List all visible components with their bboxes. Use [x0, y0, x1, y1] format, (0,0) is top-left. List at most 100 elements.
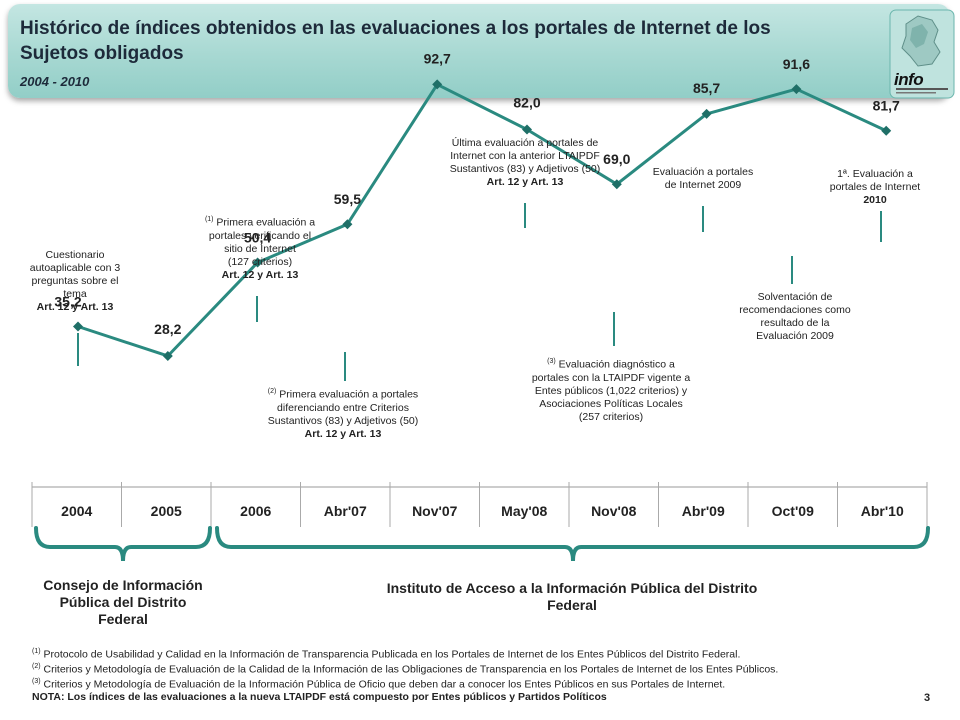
annotation-primera-evaluacion: (1) Primera evaluación a portales verifi…	[180, 213, 340, 282]
data-value-label: 69,0	[603, 151, 630, 167]
series-marker-group	[73, 79, 892, 361]
annotation-line: resultado de la	[760, 317, 830, 329]
data-point-marker	[881, 125, 892, 136]
annotation-line: Evaluación 2009	[756, 330, 834, 342]
annotation-line: Cuestionario	[45, 249, 105, 261]
annotation-line: preguntas sobre el	[31, 275, 119, 287]
footnote-1: (1) Protocolo de Usabilidad y Calidad en…	[32, 646, 932, 661]
annotation-line: Art. 12 y Art. 13	[304, 427, 382, 440]
series-line-segment	[525, 127, 619, 186]
org-instituto: Instituto de Acceso a la Información Púb…	[386, 580, 758, 613]
data-point-marker	[791, 84, 802, 95]
timeline-category-label: Nov'08	[591, 503, 637, 519]
page-title: Histórico de índices obtenidos en las ev…	[20, 18, 771, 64]
annotation-line: sitio de Internet	[224, 242, 296, 255]
footnote-text: NOTA: Los índices de las evaluaciones a …	[32, 691, 607, 703]
annotation-sup: (3)	[547, 358, 556, 365]
footnote-sup: (3)	[32, 678, 41, 685]
timeline-category-label: Abr'10	[861, 503, 904, 519]
logo-wordmark: info	[894, 70, 924, 89]
data-value-label: 35,2	[54, 294, 81, 310]
annotation-line: tema	[63, 288, 87, 300]
data-value-label: 85,7	[693, 80, 720, 96]
annotation-line: Última evaluación a portales de	[451, 137, 599, 149]
timeline-category-label: 2004	[61, 503, 92, 519]
annotation-evaluacion-2009: Evaluación a portales de Internet 2009	[630, 166, 776, 192]
footnote-text: Criterios y Metodología de Evaluación de…	[43, 678, 726, 691]
data-value-label: 91,6	[783, 56, 810, 72]
annotation-line: Art. 12 y Art. 13	[221, 268, 299, 281]
annotation-line: portales verificando el	[208, 229, 312, 242]
annotation-connectors	[77, 203, 882, 381]
value-label-group: 35,2 28,2 50,4 59,5 92,7 82,0 69,0 85,7 91,6 81,7	[54, 50, 900, 337]
series-line-segment	[166, 261, 260, 358]
footnote-text: Protocolo de Usabilidad y Calidad en la …	[43, 648, 741, 661]
annotation-line: portales de Internet	[829, 181, 921, 193]
annotation-line: de Internet 2009	[664, 179, 742, 191]
series-line-segment	[615, 112, 709, 186]
annotation-line: autoaplicable con 3	[29, 262, 121, 274]
brace-consejo	[34, 526, 212, 562]
page-number: 3	[924, 692, 931, 704]
footnote-note: NOTA: Los índices de las evaluaciones a …	[32, 691, 932, 704]
annotation-line: 2010	[863, 194, 887, 206]
brace-instituto	[215, 526, 930, 562]
series-line-segment	[76, 325, 170, 358]
timeline-category-label: Oct'09	[772, 503, 814, 519]
annotation-line: Solventación de	[757, 291, 833, 303]
data-point-marker	[73, 321, 83, 332]
annotation-line: Primera evaluación a portales	[279, 388, 419, 401]
series-line-segment	[794, 87, 888, 133]
data-point-marker	[701, 108, 712, 119]
data-point-marker	[522, 124, 532, 135]
annotation-line: Art. 12 y Art. 13	[486, 176, 564, 188]
annotation-evaluacion-diagnostico: (3) Evaluación diagnóstico a portales co…	[498, 355, 724, 424]
annotation-line: Asociaciones Políticas Locales	[539, 397, 683, 410]
data-value-label: 59,5	[334, 191, 361, 207]
annotation-line: portales con la LTAIPDF vigente a	[531, 371, 691, 384]
data-point-marker	[162, 350, 173, 361]
series-line-segment	[256, 222, 349, 265]
timeline-category-label: Nov'07	[412, 503, 458, 519]
annotation-line: Sustantivos (83) y Adjetivos (50)	[267, 414, 419, 427]
title-banner: Histórico de índices obtenidos en las ev…	[8, 4, 955, 99]
annotation-line: 1ª. Evaluación a	[837, 168, 913, 180]
series-line-segment	[705, 87, 798, 116]
annotation-sup: (1)	[204, 216, 214, 223]
footnote-2: (2) Criterios y Metodología de Evaluació…	[32, 661, 932, 676]
org-consejo: Consejo de Información Pública del Distr…	[43, 577, 203, 627]
data-point-marker	[252, 257, 263, 268]
footnote-text: Criterios y Metodología de Evaluación de…	[43, 663, 779, 676]
info-df-logo: info	[888, 8, 956, 100]
period-braces	[34, 526, 930, 562]
series-line-segment	[435, 82, 529, 131]
data-point-marker	[342, 219, 353, 230]
annotation-solventacion: Solventación de recomendaciones como res…	[722, 291, 868, 343]
annotation-line: Internet con la anterior LTAIPDF	[450, 150, 600, 162]
annotation-line: Sustantivos (83) y Adjetivos (50)	[449, 163, 601, 175]
annotation-cuestionario: Cuestionario autoaplicable con 3 pregunt…	[12, 249, 138, 314]
annotation-criterios-sustantivos: (2) Primera evaluación a portales difere…	[238, 385, 448, 441]
footnote-3: (3) Criterios y Metodología de Evaluació…	[32, 676, 932, 691]
data-point-marker	[611, 179, 622, 190]
annotation-line: Evaluación a portales	[652, 166, 754, 178]
data-value-label: 92,7	[424, 50, 451, 66]
annotation-line: diferenciando entre Criterios	[277, 401, 409, 414]
timeline-axis: 2004 2005 2006 Abr'07 Nov'07 May'08 Nov'08 Abr'…	[31, 482, 928, 527]
annotation-line: recomendaciones como	[739, 304, 851, 316]
annotation-line: (257 criterios)	[578, 410, 644, 423]
series-line-segment	[345, 82, 439, 226]
annotation-sup: (2)	[267, 388, 277, 395]
data-value-label: 50,4	[244, 230, 271, 246]
annotation-line: Evaluación diagnóstico a	[558, 358, 675, 371]
page-subtitle: 2004 - 2010	[20, 74, 90, 89]
timeline-category-label: 2005	[151, 503, 182, 519]
data-point-marker	[432, 79, 443, 90]
timeline-category-label: Abr'09	[682, 503, 725, 519]
data-value-label: 28,2	[154, 321, 181, 337]
annotation-line: (127 criterios)	[227, 255, 293, 268]
footnote-sup: (1)	[32, 648, 41, 655]
footnote-sup: (2)	[32, 663, 41, 670]
footnotes: (1) Protocolo de Usabilidad y Calidad en…	[32, 646, 932, 704]
